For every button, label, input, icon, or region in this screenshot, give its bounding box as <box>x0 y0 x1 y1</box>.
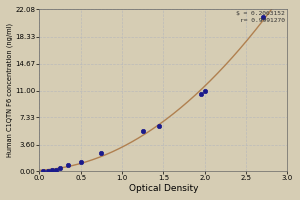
Point <box>58 167 62 170</box>
X-axis label: Optical Density: Optical Density <box>129 184 198 193</box>
Point <box>99 151 104 154</box>
Point <box>66 164 70 167</box>
Point <box>45 169 50 172</box>
Point <box>198 93 203 96</box>
Point <box>260 16 265 19</box>
Point <box>41 170 46 173</box>
Point <box>202 89 207 92</box>
Y-axis label: Human C1QTN F6 concentration (ng/ml): Human C1QTN F6 concentration (ng/ml) <box>7 23 14 157</box>
Point <box>140 129 145 132</box>
Point <box>78 161 83 164</box>
Text: $ = 0.2063152
r= 0.9991270: $ = 0.2063152 r= 0.9991270 <box>236 11 285 23</box>
Point <box>49 169 54 172</box>
Point <box>53 168 58 171</box>
Point <box>157 124 162 127</box>
